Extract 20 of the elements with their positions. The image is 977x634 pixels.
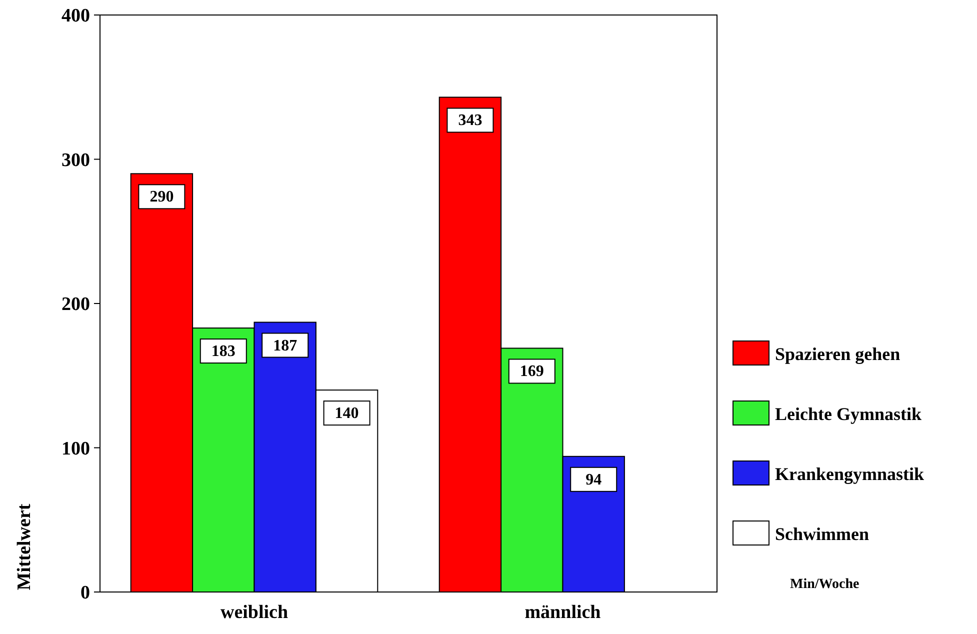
y-tick-label: 300 [62, 150, 90, 171]
x-tick-label: weiblich [220, 602, 288, 623]
legend-label: Krankengymnastik [775, 464, 924, 484]
data-label: 187 [273, 337, 298, 354]
y-axis-title: Mittelwert [14, 503, 35, 590]
y-tick-label: 400 [62, 6, 90, 27]
legend-label: Leichte Gymnastik [775, 404, 922, 424]
y-tick-label: 0 [80, 582, 90, 604]
y-tick-label: 200 [62, 294, 90, 316]
legend-label: Spazieren gehen [775, 344, 900, 364]
y-tick-label: 100 [62, 438, 90, 460]
data-label: 343 [458, 112, 482, 130]
data-label: 290 [150, 188, 174, 206]
data-label: 94 [586, 471, 602, 488]
x-tick-label: männlich [524, 602, 602, 623]
legend-title: Min/Woche [790, 577, 860, 592]
legend-label: Schwimmen [775, 524, 869, 544]
data-label: 169 [520, 363, 544, 380]
data-label: 140 [334, 405, 359, 422]
data-label: 183 [211, 343, 236, 360]
